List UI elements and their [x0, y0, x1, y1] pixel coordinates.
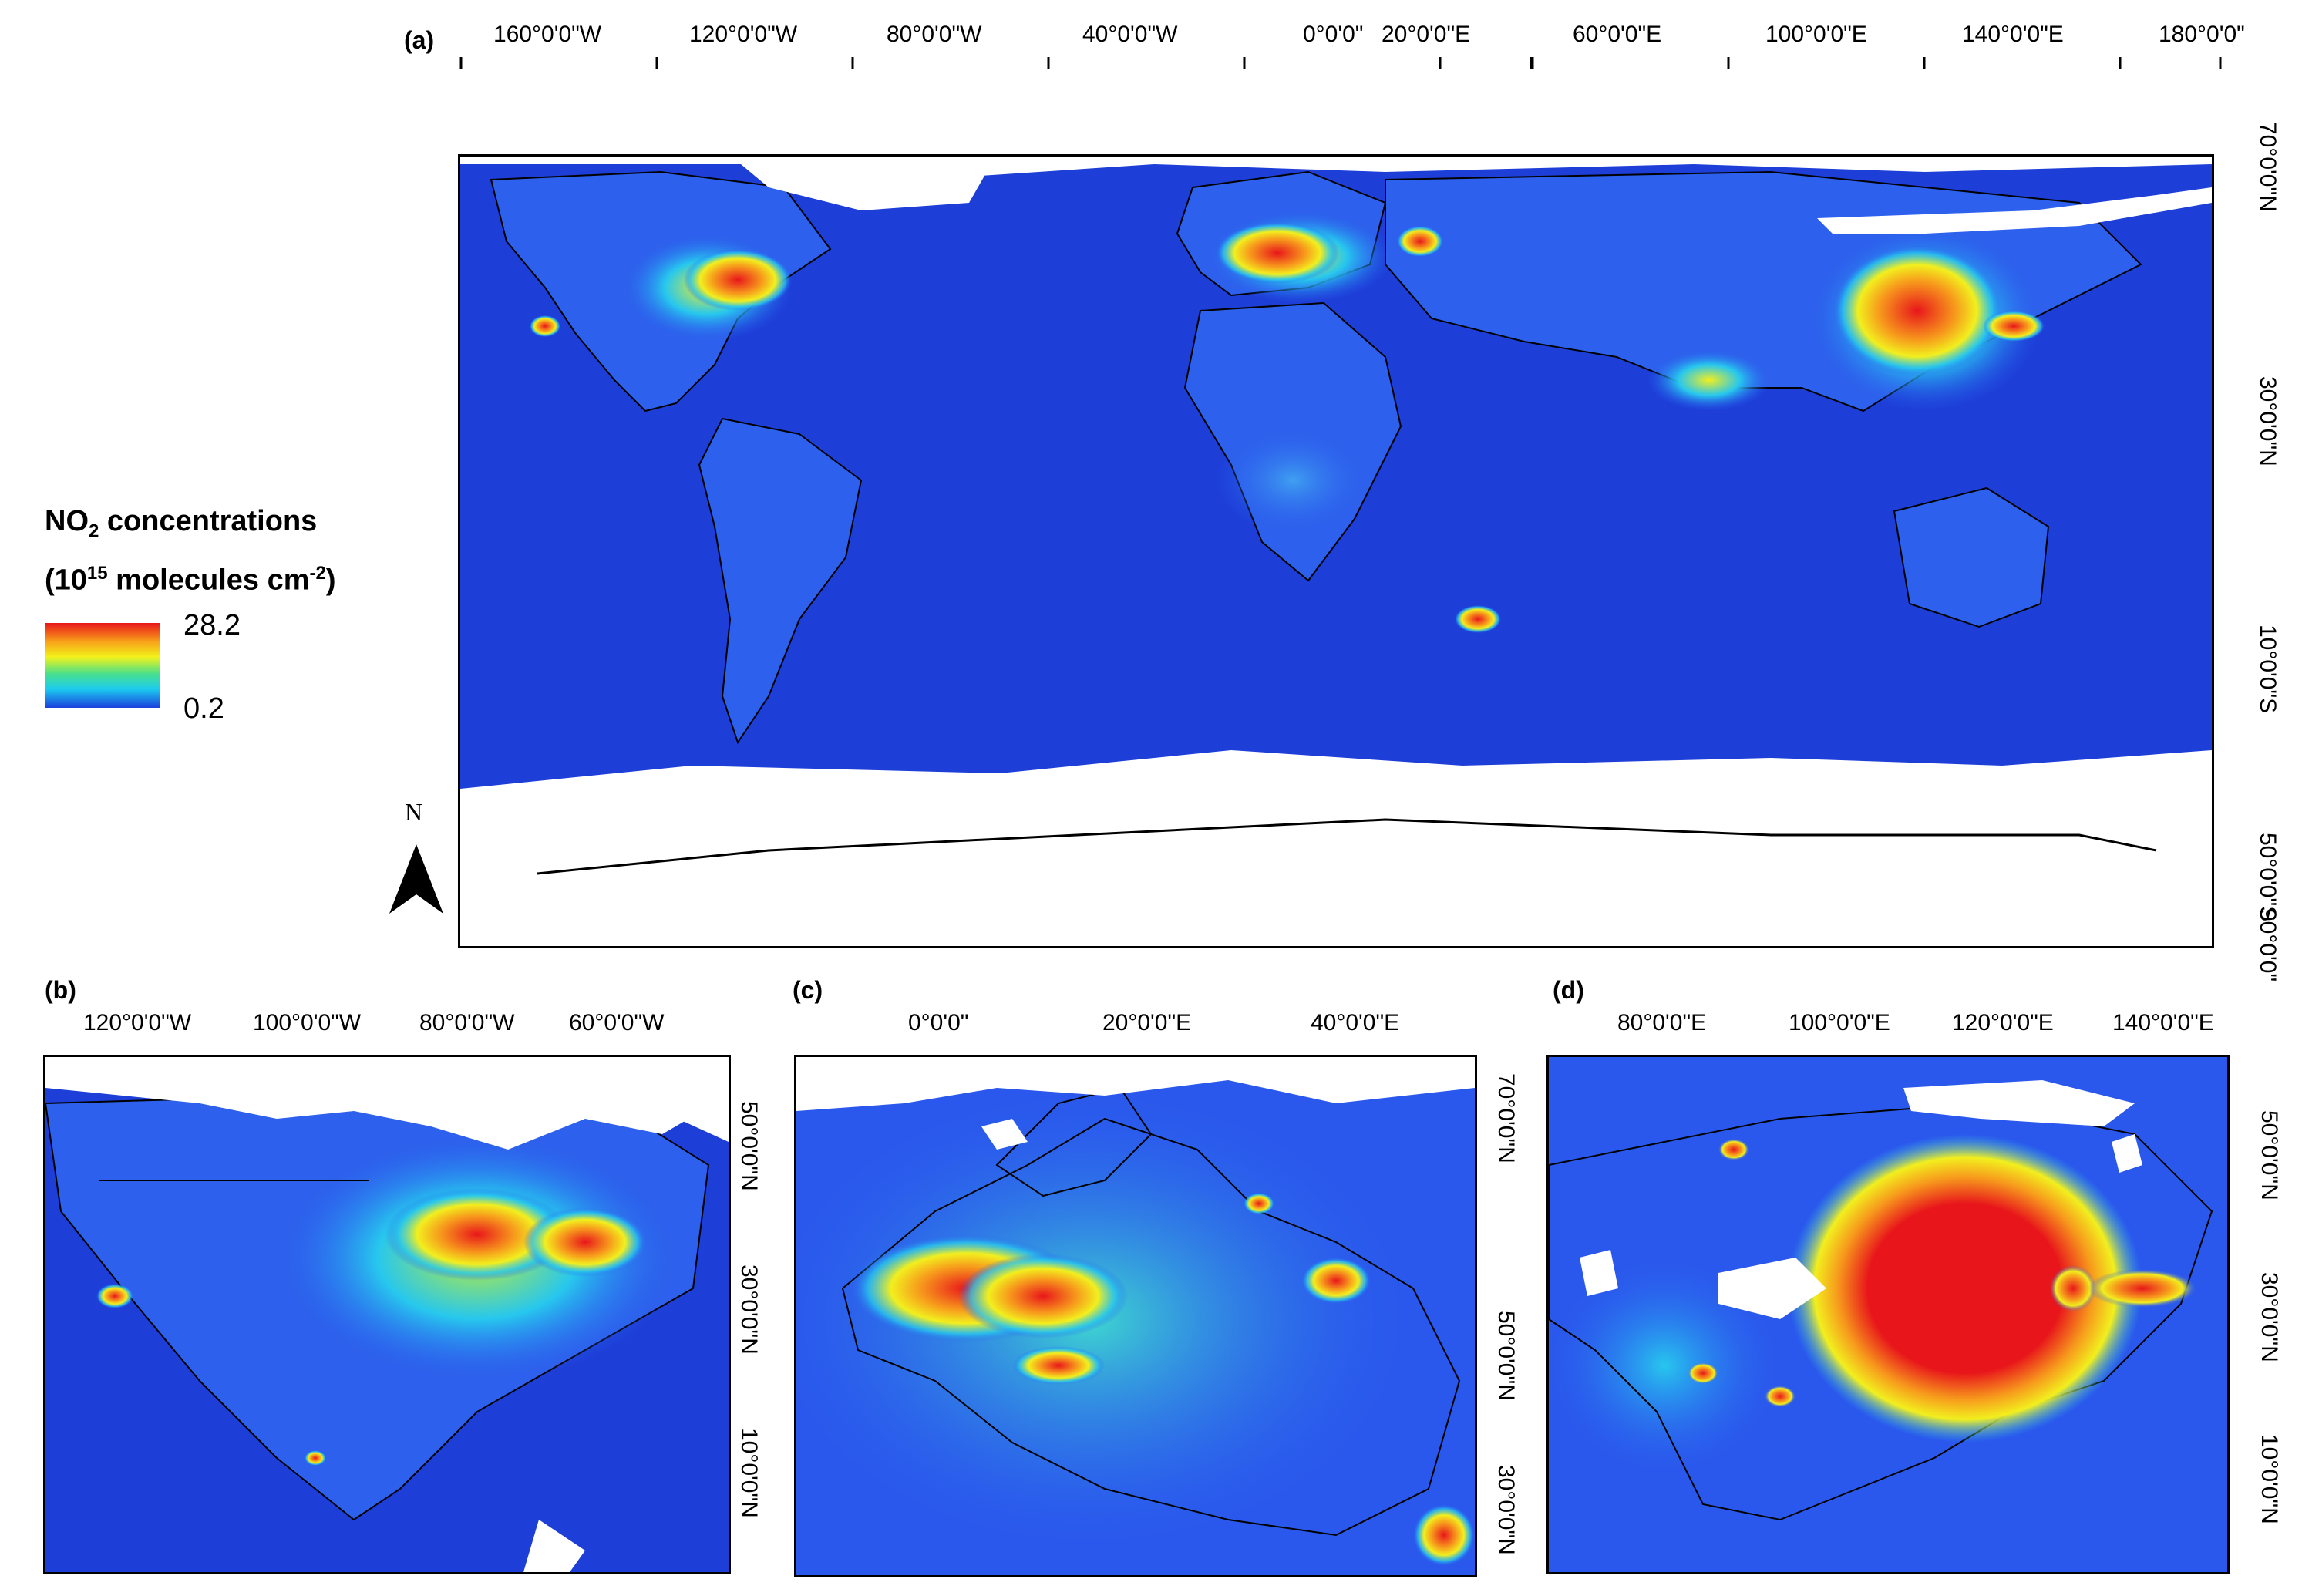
north-america-no2-map — [45, 1057, 729, 1572]
panel-c-right-tick: 50°0'0"N — [1493, 1311, 1519, 1401]
panel-d-top-tick: 140°0'0"E — [2112, 1010, 2214, 1035]
panel-a-top-tick: 120°0'0"W — [689, 22, 798, 47]
world-no2-map — [460, 157, 2212, 946]
panel-a-top-ticks — [459, 57, 2222, 69]
legend-title-sub: 2 — [89, 520, 99, 542]
panel-c-label: (c) — [793, 976, 823, 1004]
panel-a-top-tick: 160°0'0"W — [493, 22, 602, 47]
panel-b-top-tick: 100°0'0"W — [253, 1010, 362, 1035]
panel-a-top-tick: 0°0'0" — [1303, 22, 1364, 47]
panel-a-right-tick: 90°0'0" — [2255, 908, 2280, 982]
europe-no2-map — [796, 1057, 1475, 1575]
panel-a-right-tick: 10°0'0"S — [2255, 625, 2280, 714]
panel-d-top-tick: 120°0'0"E — [1952, 1010, 2054, 1035]
panel-d-right-tick: 10°0'0"N — [2257, 1434, 2282, 1524]
panel-d-east-asia-map — [1546, 1055, 2230, 1574]
legend-color-ramp — [45, 623, 160, 708]
panel-b-label: (b) — [45, 976, 76, 1004]
panel-b-right-tick: 30°0'0"N — [736, 1264, 762, 1355]
panel-a-top-tick: 180°0'0" — [2159, 22, 2245, 47]
panel-a-world-map — [458, 154, 2214, 948]
panel-d-top-tick: 100°0'0"E — [1789, 1010, 1890, 1035]
panel-b-right-tick: 50°0'0"N — [736, 1101, 762, 1191]
panel-b-top-tick: 120°0'0"W — [83, 1010, 192, 1035]
legend-units: (1015 molecules cm-2) — [45, 563, 336, 598]
legend-units-mid: molecules cm — [107, 564, 310, 597]
panel-c-top-tick: 40°0'0"E — [1311, 1010, 1400, 1035]
legend-min-value: 0.2 — [183, 692, 224, 725]
panel-c-right-tick: 70°0'0"N — [1493, 1073, 1519, 1163]
panel-a-top-tick: 100°0'0"E — [1765, 22, 1867, 47]
legend-units-sup2: -2 — [309, 563, 326, 584]
panel-b-right-tick: 10°0'0"N — [736, 1428, 762, 1518]
panel-c-top-tick: 20°0'0"E — [1102, 1010, 1192, 1035]
north-arrow-label: N — [405, 798, 423, 826]
legend-title-prefix: NO — [45, 505, 89, 537]
panel-a-top-tick: 40°0'0"W — [1082, 22, 1178, 47]
panel-d-right-tick: 30°0'0"N — [2257, 1272, 2282, 1362]
panel-a-top-tick: 20°0'0"E — [1382, 22, 1471, 47]
legend-units-suffix: ) — [325, 564, 336, 597]
east-asia-no2-map — [1549, 1057, 2227, 1572]
legend-units-prefix: (10 — [45, 564, 87, 597]
panel-d-right-tick: 50°0'0"N — [2257, 1110, 2282, 1200]
north-arrow-icon — [389, 844, 443, 914]
panel-a-right-tick: 30°0'0"N — [2255, 376, 2280, 466]
panel-a-label: (a) — [404, 26, 435, 54]
legend-title: NO2 concentrations — [45, 505, 317, 543]
panel-a-right-tick: 70°0'0"N — [2255, 122, 2280, 212]
panel-a-top-tick: 60°0'0"E — [1573, 22, 1662, 47]
panel-c-top-tick: 0°0'0" — [908, 1010, 969, 1035]
legend-max-value: 28.2 — [183, 609, 241, 641]
panel-b-north-america-map — [43, 1055, 731, 1574]
panel-c-europe-map — [794, 1055, 1477, 1577]
panel-d-top-tick: 80°0'0"E — [1617, 1010, 1707, 1035]
panel-a-top-tick: 80°0'0"W — [887, 22, 982, 47]
panel-b-top-tick: 80°0'0"W — [419, 1010, 515, 1035]
panel-b-top-tick: 60°0'0"W — [569, 1010, 665, 1035]
panel-c-right-tick: 30°0'0"N — [1493, 1465, 1519, 1555]
legend-title-suffix: concentrations — [99, 505, 318, 537]
panel-a-top-tick: 140°0'0"E — [1962, 22, 2064, 47]
legend-units-sup: 15 — [86, 563, 108, 584]
panel-d-label: (d) — [1553, 976, 1584, 1004]
